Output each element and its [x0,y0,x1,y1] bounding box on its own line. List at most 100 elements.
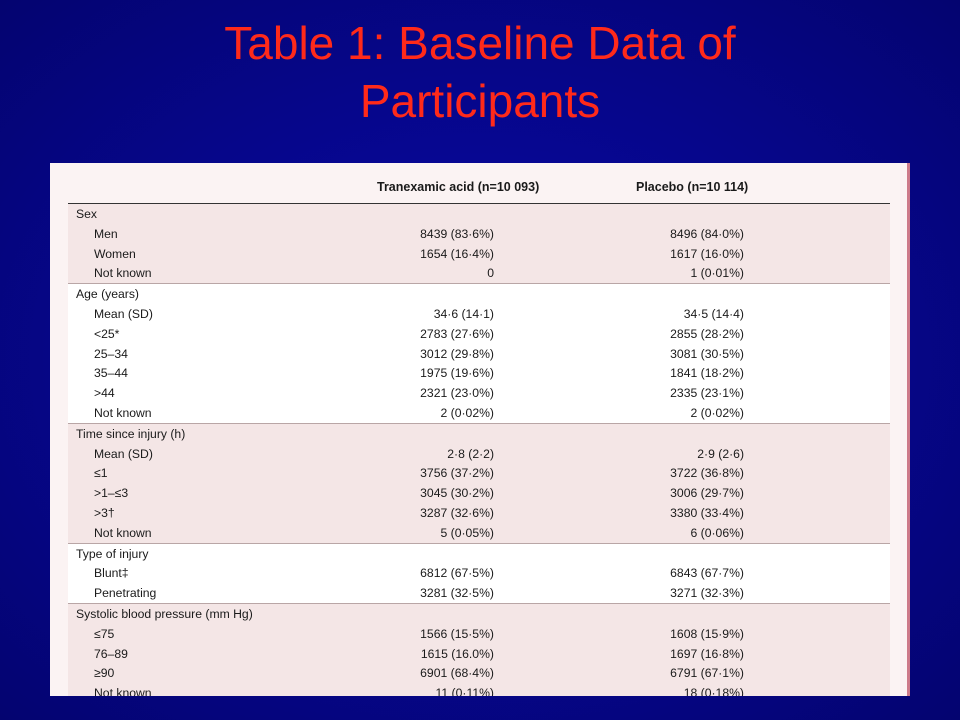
placebo-value: 6791 (67·1%) [670,666,744,681]
table-row: ≤75 1566 (15·5%) 1608 (15·9%) [68,624,890,644]
txa-value: 1654 (16·4%) [420,246,494,261]
placebo-value: 2 (0·02%) [690,405,744,420]
row-label: >1–≤3 [94,486,129,501]
placebo-value: 1 (0·01%) [690,266,744,281]
row-label: Mean (SD) [94,306,153,321]
txa-value: 3012 (29·8%) [420,346,494,361]
placebo-value: 6843 (67·7%) [670,566,744,581]
txa-value: 2·8 (2·2) [447,446,494,461]
txa-value: 2783 (27·6%) [420,326,494,341]
table-row: Women 1654 (16·4%) 1617 (16·0%) [68,244,890,264]
table-body: Tranexamic acid (n=10 093) Placebo (n=10… [68,163,890,696]
table-row: <25* 2783 (27·6%) 2855 (28·2%) [68,324,890,344]
txa-value: 11 (0·11%) [435,686,494,696]
row-label: Penetrating [94,586,157,601]
row-label: 35–44 [94,366,128,381]
section-heading: Sex [68,204,890,224]
table-row: Mean (SD) 2·8 (2·2) 2·9 (2·6) [68,444,890,464]
placebo-value: 2855 (28·2%) [670,326,744,341]
table-row: 76–89 1615 (16.0%) 1697 (16·8%) [68,644,890,664]
placebo-value: 1608 (15·9%) [670,626,744,641]
table-row: Blunt‡ 6812 (67·5%) 6843 (67·7%) [68,563,890,583]
txa-value: 6812 (67·5%) [420,566,494,581]
placebo-value: 3081 (30·5%) [670,346,744,361]
table-row: Not known 2 (0·02%) 2 (0·02%) [68,403,890,423]
row-label: Not known [94,686,152,696]
section-type-of-injury: Type of injury Blunt‡ 6812 (67·5%) 6843 (6… [68,542,890,603]
row-label: Type of injury [76,546,149,561]
placebo-value: 1841 (18·2%) [670,366,744,381]
section-systolic-blood-pressure: Systolic blood pressure (mm Hg) ≤75 1566 … [68,602,890,696]
row-label: Sex [76,207,98,221]
table-row: ≥90 6901 (68·4%) 6791 (67·1%) [68,663,890,683]
txa-value: 1975 (19·6%) [420,366,494,381]
section-time-since-injury: Time since injury (h) Mean (SD) 2·8 (2·2)… [68,422,890,543]
txa-value: 3756 (37·2%) [420,466,494,481]
placebo-value: 2·9 (2·6) [697,446,744,461]
txa-value: 3281 (32·5%) [420,586,494,601]
section-heading: Systolic blood pressure (mm Hg) [68,604,890,624]
section-heading: Time since injury (h) [68,424,890,444]
row-label: Not known [94,405,152,420]
txa-value: 0 [487,266,494,281]
slide-title-line-1: Table 1: Baseline Data of [224,17,736,69]
row-label: Not known [94,525,152,540]
slide-title: Table 1: Baseline Data of Participants [0,14,960,130]
placebo-value: 3380 (33·4%) [670,505,744,520]
row-label: Time since injury (h) [76,426,186,441]
table-row: Not known 11 (0·11%) 18 (0·18%) [68,683,890,696]
section-sex: Sex Men 8439 (83·6%) 8496 (84·0%) Women 165… [68,204,890,284]
slide-title-line-2: Participants [359,75,601,127]
placebo-value: 3271 (32·3%) [670,586,744,601]
row-label: Systolic blood pressure (mm Hg) [76,606,253,621]
row-label: ≥90 [94,666,115,681]
row-label: Women [94,246,136,261]
column-header-tranexamic: Tranexamic acid (n=10 093) [377,180,540,194]
row-label: >3† [94,505,115,520]
table-row: Not known 0 1 (0·01%) [68,263,890,283]
row-label: Age (years) [76,287,139,302]
txa-value: 1615 (16.0%) [420,646,494,661]
section-age: Age (years) Mean (SD) 34·6 (14·1) 34·5 (14… [68,283,890,423]
table-row: ≤1 3756 (37·2%) 3722 (36·8%) [68,463,890,483]
txa-value: 6901 (68·4%) [420,666,494,681]
txa-value: 3045 (30·2%) [420,486,494,501]
table-row: Penetrating 3281 (32·5%) 3271 (32·3%) [68,583,890,603]
txa-value: 2 (0·02%) [440,405,494,420]
row-label: 25–34 [94,346,128,361]
row-label: >44 [94,386,115,401]
table-row: >44 2321 (23·0%) 2335 (23·1%) [68,383,890,403]
row-label: ≤1 [94,466,108,481]
section-heading: Age (years) [68,284,890,304]
row-label: <25* [94,326,120,341]
table-header: Tranexamic acid (n=10 093) Placebo (n=10… [68,163,890,204]
txa-value: 2321 (23·0%) [420,386,494,401]
section-heading: Type of injury [68,544,890,564]
txa-value: 1566 (15·5%) [420,626,494,641]
placebo-value: 3722 (36·8%) [670,466,744,481]
table-row: Not known 5 (0·05%) 6 (0·06%) [68,523,890,543]
table-row: 35–44 1975 (19·6%) 1841 (18·2%) [68,363,890,383]
placebo-value: 1617 (16·0%) [670,246,744,261]
table-row: Mean (SD) 34·6 (14·1) 34·5 (14·4) [68,304,890,324]
table-row: Men 8439 (83·6%) 8496 (84·0%) [68,224,890,244]
row-label: 76–89 [94,646,128,661]
placebo-value: 8496 (84·0%) [670,226,744,241]
row-label: Men [94,226,118,241]
table-row: >3† 3287 (32·6%) 3380 (33·4%) [68,503,890,523]
table-row: 25–34 3012 (29·8%) 3081 (30·5%) [68,344,890,364]
column-header-placebo: Placebo (n=10 114) [636,180,749,194]
table-row: >1–≤3 3045 (30·2%) 3006 (29·7%) [68,483,890,503]
placebo-value: 2335 (23·1%) [670,386,744,401]
txa-value: 3287 (32·6%) [420,505,494,520]
row-label: ≤75 [94,626,115,641]
placebo-value: 34·5 (14·4) [683,306,744,321]
txa-value: 5 (0·05%) [440,525,494,540]
row-label: Mean (SD) [94,446,153,461]
txa-value: 34·6 (14·1) [433,306,494,321]
baseline-table: Tranexamic acid (n=10 093) Placebo (n=10… [50,163,910,696]
txa-value: 8439 (83·6%) [420,226,494,241]
placebo-value: 3006 (29·7%) [670,486,744,501]
placebo-value: 18 (0·18%) [683,686,744,696]
placebo-value: 6 (0·06%) [690,525,744,540]
